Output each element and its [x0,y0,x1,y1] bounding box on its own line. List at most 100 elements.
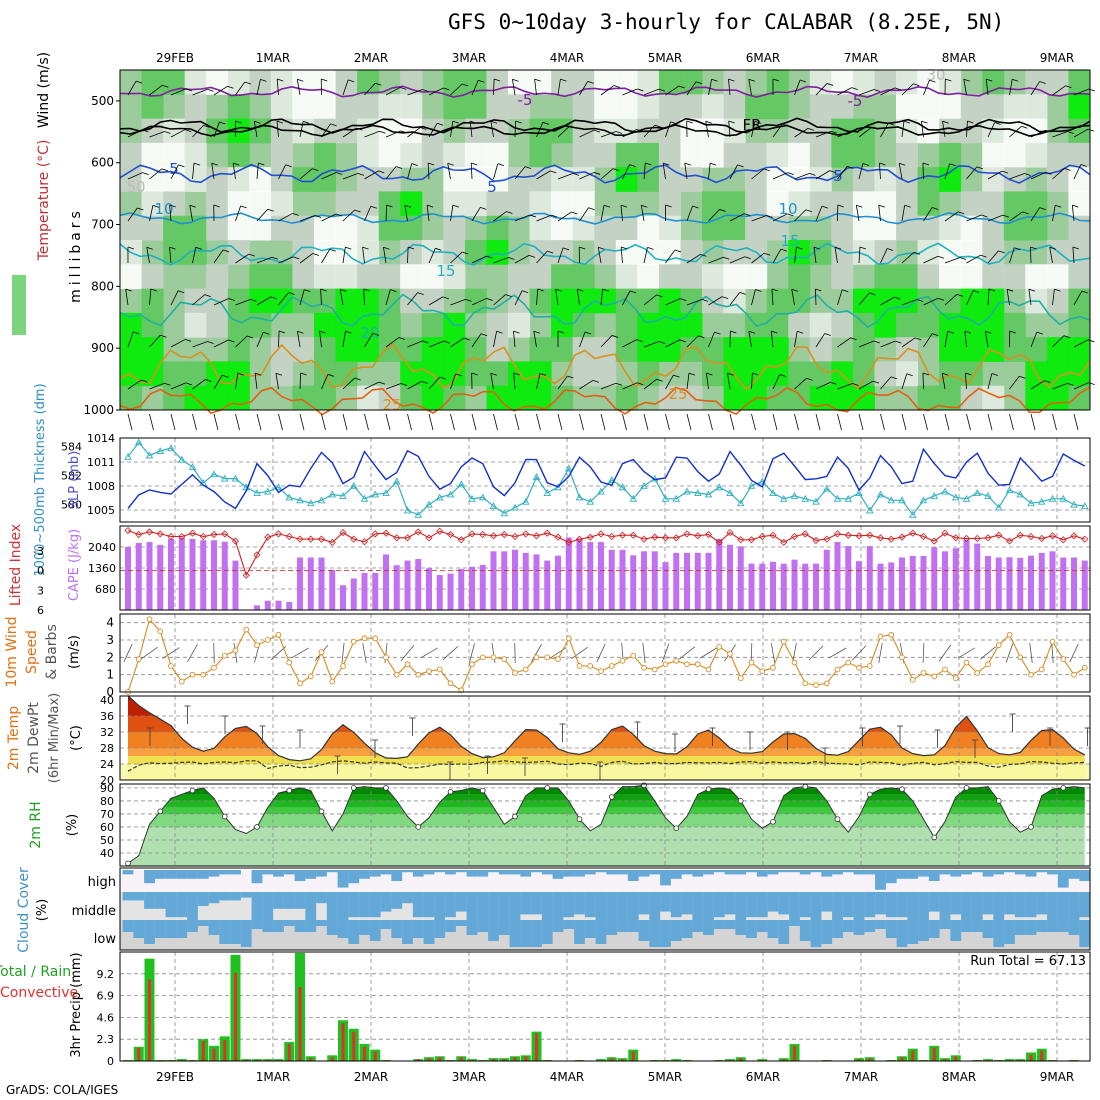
cloud-cover-cell [1004,892,1015,915]
precip-convective-bar [943,1059,947,1061]
thickness-point [564,464,573,472]
isotherm-label: 50 [126,178,145,196]
cloud-cover-cell [359,892,370,918]
thickness-point [898,496,906,504]
wind-barb [407,381,422,390]
rh-point [157,808,164,815]
wind-barb [385,383,402,390]
precip-tick-label: 0 [107,1055,114,1068]
rh-cell [184,167,207,192]
wind-barb [879,163,881,180]
cloud-axis-label: Cloud Cover [16,867,32,953]
cloud-cover-cell [208,870,220,877]
precip-convective-bar [782,1059,786,1061]
surface-barb [901,413,907,431]
rh-cell [1025,191,1048,217]
cloud-cover-cell [617,892,628,920]
wind-barb-flag [513,330,520,334]
cloud-cover-cell [971,920,983,932]
wind-barb-flag [1036,331,1043,335]
wind-barb-flag [872,380,880,384]
date-label-bottom: 1MAR [256,1070,291,1084]
wind-barb-flag [443,87,450,91]
date-label-top: 5MAR [648,51,683,65]
temp-axis-label-4: (°C) [69,725,84,751]
surface-barb [1073,413,1079,431]
wind-barb-flag [362,246,369,250]
wind-barb-flag [806,377,813,381]
rh-cell [486,385,509,411]
cloud-cover-cell [1004,870,1015,873]
cloud-cover-cell [907,870,919,879]
wind-barb [232,163,236,180]
wind-speed-point [254,642,260,649]
lifted-index-point [694,532,702,540]
rh-cell [357,264,380,290]
rh-cell [939,312,962,338]
cape-bar [211,540,217,610]
wind-barb [770,331,774,348]
wind-barb [362,247,365,264]
rh-cell [982,142,1005,168]
wind-barb [213,339,229,348]
cloud-cover-cell [681,870,693,875]
rh-cell [723,142,746,168]
temp-base-band [120,764,1090,780]
wind-barb [837,87,852,96]
lifted-index-point [199,532,207,541]
surface-wind-barb [642,643,646,663]
cloud-cover-cell [853,892,865,920]
rh-cell [788,240,811,265]
lifted-index-point [135,530,143,539]
rh-cell [637,70,660,95]
wind-barb-flag [375,82,382,86]
lifted-index-point [790,532,799,541]
thickness-tick-label: 580 [61,499,82,512]
surface-wind-barb [420,647,438,659]
rh-cell [184,142,207,168]
rh-cell [939,70,962,95]
cloud-cover-cell [767,920,779,938]
cloud-cover-cell [735,892,747,920]
rh-cell [486,361,509,387]
wind-barb [813,247,817,264]
lifted-index-point [683,530,691,538]
rh-frame [119,783,1091,867]
rh-cell [723,70,746,95]
wind-barb [640,205,645,222]
cloud-cover-cell [713,920,725,929]
cloud-cover-cell [670,920,682,941]
wind-barb-flag [942,120,949,124]
wind-speed-point [275,631,282,638]
wind-barb-flag [705,120,712,124]
wind-barb [622,164,630,180]
rh-cell [163,70,186,95]
cloud-cover-cell [649,870,661,875]
wind-barb [1073,88,1090,96]
rh-cell [486,191,509,217]
cloud-cover-cell [584,920,596,938]
wind-barb-flag [988,288,996,292]
isotherm-label: -5 [518,91,533,109]
rh-cell [443,361,466,387]
rh-cell [1003,264,1026,290]
rh-cell [421,337,444,362]
lifted-index-point [210,530,218,539]
cape-bar [469,566,475,610]
rh-cell [141,288,164,314]
wind-barb-flag [164,382,171,386]
rh-cell [615,240,638,265]
wind-barb [1073,339,1089,348]
wind-barb-flag [1072,246,1080,250]
rh-cell [400,118,423,144]
temp-band [128,716,1085,732]
wind-barb [127,80,137,96]
rh-cell [529,288,552,314]
rh-point [318,808,325,815]
cape-bar [856,561,862,610]
wind-barb [254,373,258,390]
cloud-cover-cell [1057,920,1069,932]
wind-speed-point [888,631,895,638]
thickness-point [930,491,939,499]
thickness-tick-label: 582 [61,470,82,483]
